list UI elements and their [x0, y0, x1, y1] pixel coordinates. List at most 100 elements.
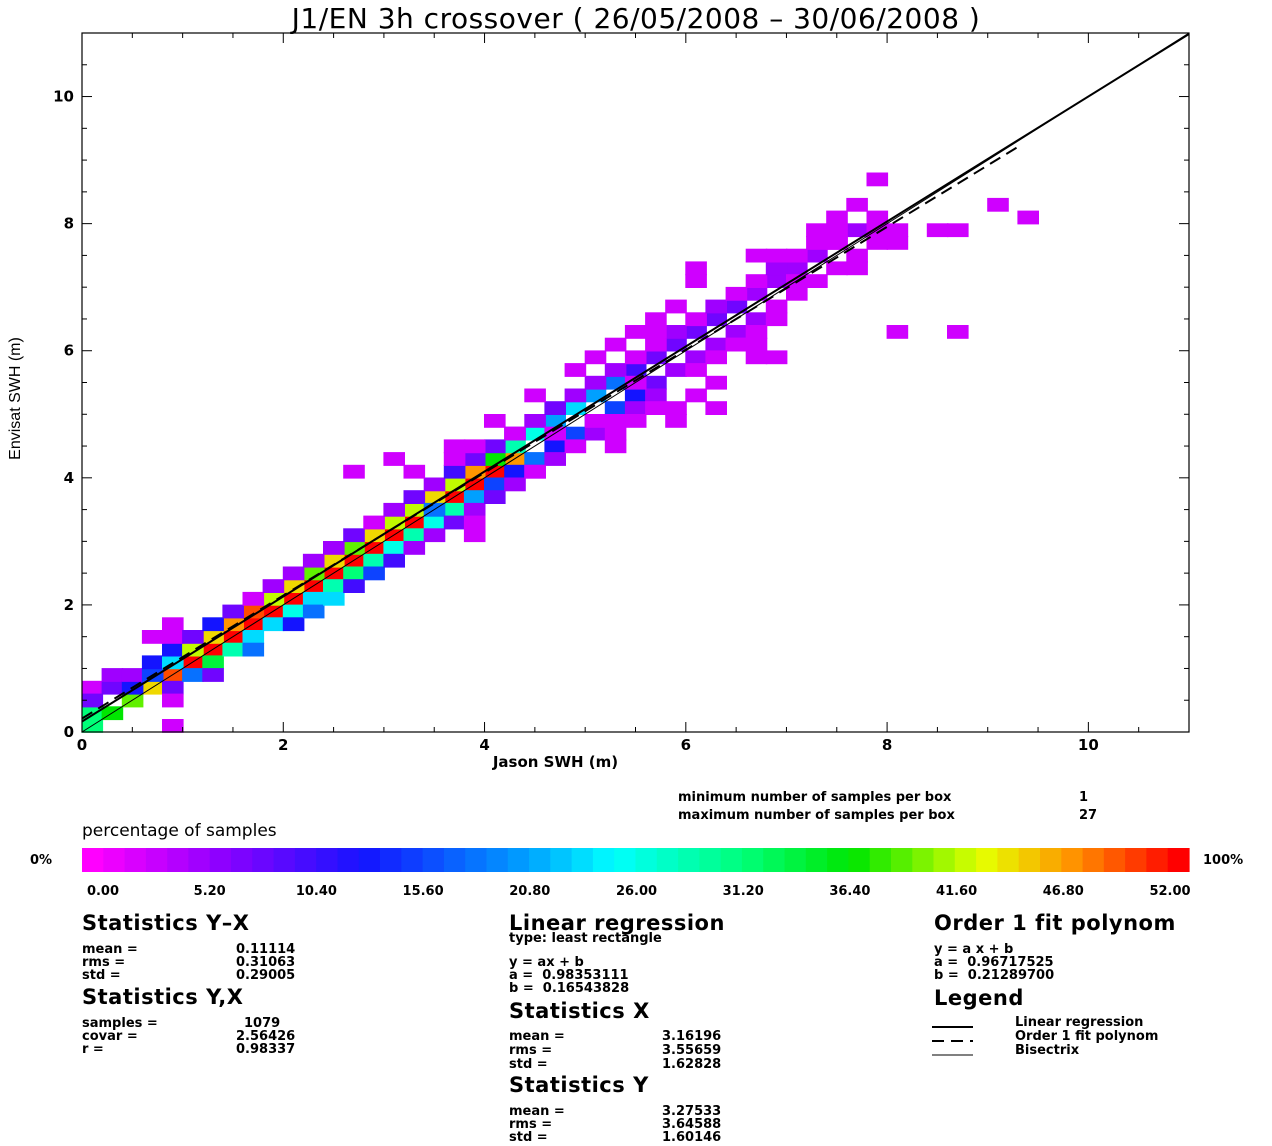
- heatmap-cell: [705, 375, 727, 390]
- heatmap-cell: [745, 325, 768, 339]
- colorbar-swatch: [188, 848, 211, 872]
- heatmap-cell: [564, 426, 587, 441]
- stats-yx-value-2: 0.29005: [236, 968, 296, 983]
- heatmap-cell: [765, 299, 788, 314]
- legend-item-bisectrix: Bisectrix: [1015, 1043, 1080, 1058]
- heatmap-cell: [826, 210, 848, 225]
- stats-y-x-value-0: 1079: [244, 1016, 281, 1031]
- heatmap-cell: [141, 655, 164, 670]
- heatmap-cell: [584, 426, 607, 441]
- min-samples-value: 1: [1079, 790, 1089, 805]
- heatmap-cell: [725, 337, 748, 352]
- heatmap-cell: [826, 223, 848, 238]
- heatmap-cell: [645, 325, 667, 339]
- colorbar-tick-label: 5.20: [194, 884, 226, 899]
- heatmap-cell: [343, 566, 365, 581]
- heatmap-cell: [262, 591, 285, 606]
- heatmap-cell: [81, 680, 104, 695]
- heatmap-cell: [786, 261, 808, 276]
- heatmap-cell: [162, 630, 184, 644]
- heatmap-cell: [544, 439, 566, 454]
- max-samples-value: 27: [1079, 808, 1098, 823]
- heatmap-cell: [524, 464, 546, 479]
- heatmap-cell: [302, 566, 325, 581]
- colorbar-swatch: [848, 848, 871, 872]
- stats-y-x-value-2: 0.98337: [236, 1042, 296, 1057]
- heatmap-cell: [443, 439, 466, 454]
- colorbar-swatch: [720, 848, 743, 872]
- stats-yx-value-0: 0.11114: [236, 942, 296, 957]
- colorbar-swatch: [337, 848, 360, 872]
- heatmap-cell: [323, 553, 345, 568]
- y-tick-label: 2: [64, 596, 74, 614]
- regression-subtitle: type: least rectangle: [509, 931, 662, 946]
- colorbar-tick-label: 10.40: [296, 884, 337, 899]
- heatmap-cell: [403, 490, 426, 504]
- colorbar-left-label: 0%: [30, 853, 53, 868]
- colorbar-tick-label: 41.60: [936, 884, 977, 899]
- colorbar-swatch: [1061, 848, 1084, 872]
- heatmap-cell: [363, 515, 385, 530]
- heatmap-cell: [484, 490, 506, 504]
- regression-line: [81, 33, 1190, 723]
- colorbar-swatch: [145, 848, 168, 872]
- colorbar-swatch: [784, 848, 807, 872]
- colorbar-swatch: [103, 848, 126, 872]
- colorbar-swatch: [507, 848, 530, 872]
- heatmap-cell: [504, 464, 526, 479]
- heatmap-cell: [162, 693, 184, 708]
- heatmap-cell: [141, 630, 164, 644]
- heatmap-cell: [564, 439, 587, 454]
- heatmap-cell: [624, 414, 647, 428]
- min-samples-label: minimum number of samples per box: [678, 790, 952, 805]
- heatmap-cell: [484, 414, 506, 428]
- heatmap-cell: [846, 248, 868, 263]
- colorbar-tick-label: 46.80: [1043, 884, 1084, 899]
- heatmap-cell: [202, 617, 224, 632]
- heatmap-cell: [101, 680, 124, 695]
- heatmap-cell: [403, 464, 426, 479]
- heatmap-cell: [423, 515, 446, 530]
- heatmap-cell: [343, 464, 365, 479]
- colorbar-swatch: [891, 848, 913, 872]
- heatmap-cell: [323, 591, 345, 606]
- colorbar-swatch: [869, 848, 892, 872]
- heatmap-cell: [323, 541, 345, 555]
- colorbar-swatch: [1040, 848, 1062, 872]
- heatmap-cell: [222, 604, 244, 619]
- heatmap-cell: [745, 286, 768, 301]
- stats-y-x-heading: Statistics Y,X: [82, 985, 244, 1009]
- heatmap-cell: [665, 414, 687, 428]
- colorbar-swatch: [316, 848, 339, 872]
- heatmap-cell: [343, 541, 365, 555]
- legend-heading: Legend: [934, 986, 1024, 1010]
- heatmap-cell: [564, 388, 587, 403]
- y-tick-label: 6: [64, 342, 74, 360]
- heatmap-cell: [383, 502, 405, 517]
- heatmap-cell: [343, 579, 365, 593]
- heatmap-cell: [745, 350, 768, 365]
- heatmap-cell: [665, 299, 687, 314]
- colorbar-swatch: [124, 848, 147, 872]
- heatmap-cell: [624, 401, 647, 415]
- fit-polynom-line: [81, 146, 1019, 720]
- heatmap-cell: [242, 604, 265, 619]
- colorbar-tick-label: 31.20: [723, 884, 764, 899]
- heatmap-cell: [846, 223, 868, 238]
- heatmap-cell: [504, 439, 526, 454]
- colorbar-swatch: [401, 848, 424, 872]
- stats-y-label-0: mean =: [509, 1104, 565, 1119]
- colorbar-swatch: [912, 848, 935, 872]
- colorbar-swatch: [805, 848, 828, 872]
- heatmap-cell: [544, 401, 566, 415]
- heatmap-cell: [383, 553, 405, 568]
- heatmap-cell: [443, 502, 466, 517]
- heatmap-cell: [242, 630, 265, 644]
- colorbar-swatch: [571, 848, 594, 872]
- heatmap-cell: [866, 210, 889, 225]
- x-tick-label: 10: [1078, 736, 1099, 754]
- heatmap-cell: [423, 477, 446, 492]
- heatmap-cell: [202, 655, 224, 670]
- heatmap-cell: [262, 617, 285, 632]
- heatmap-cell: [665, 363, 687, 377]
